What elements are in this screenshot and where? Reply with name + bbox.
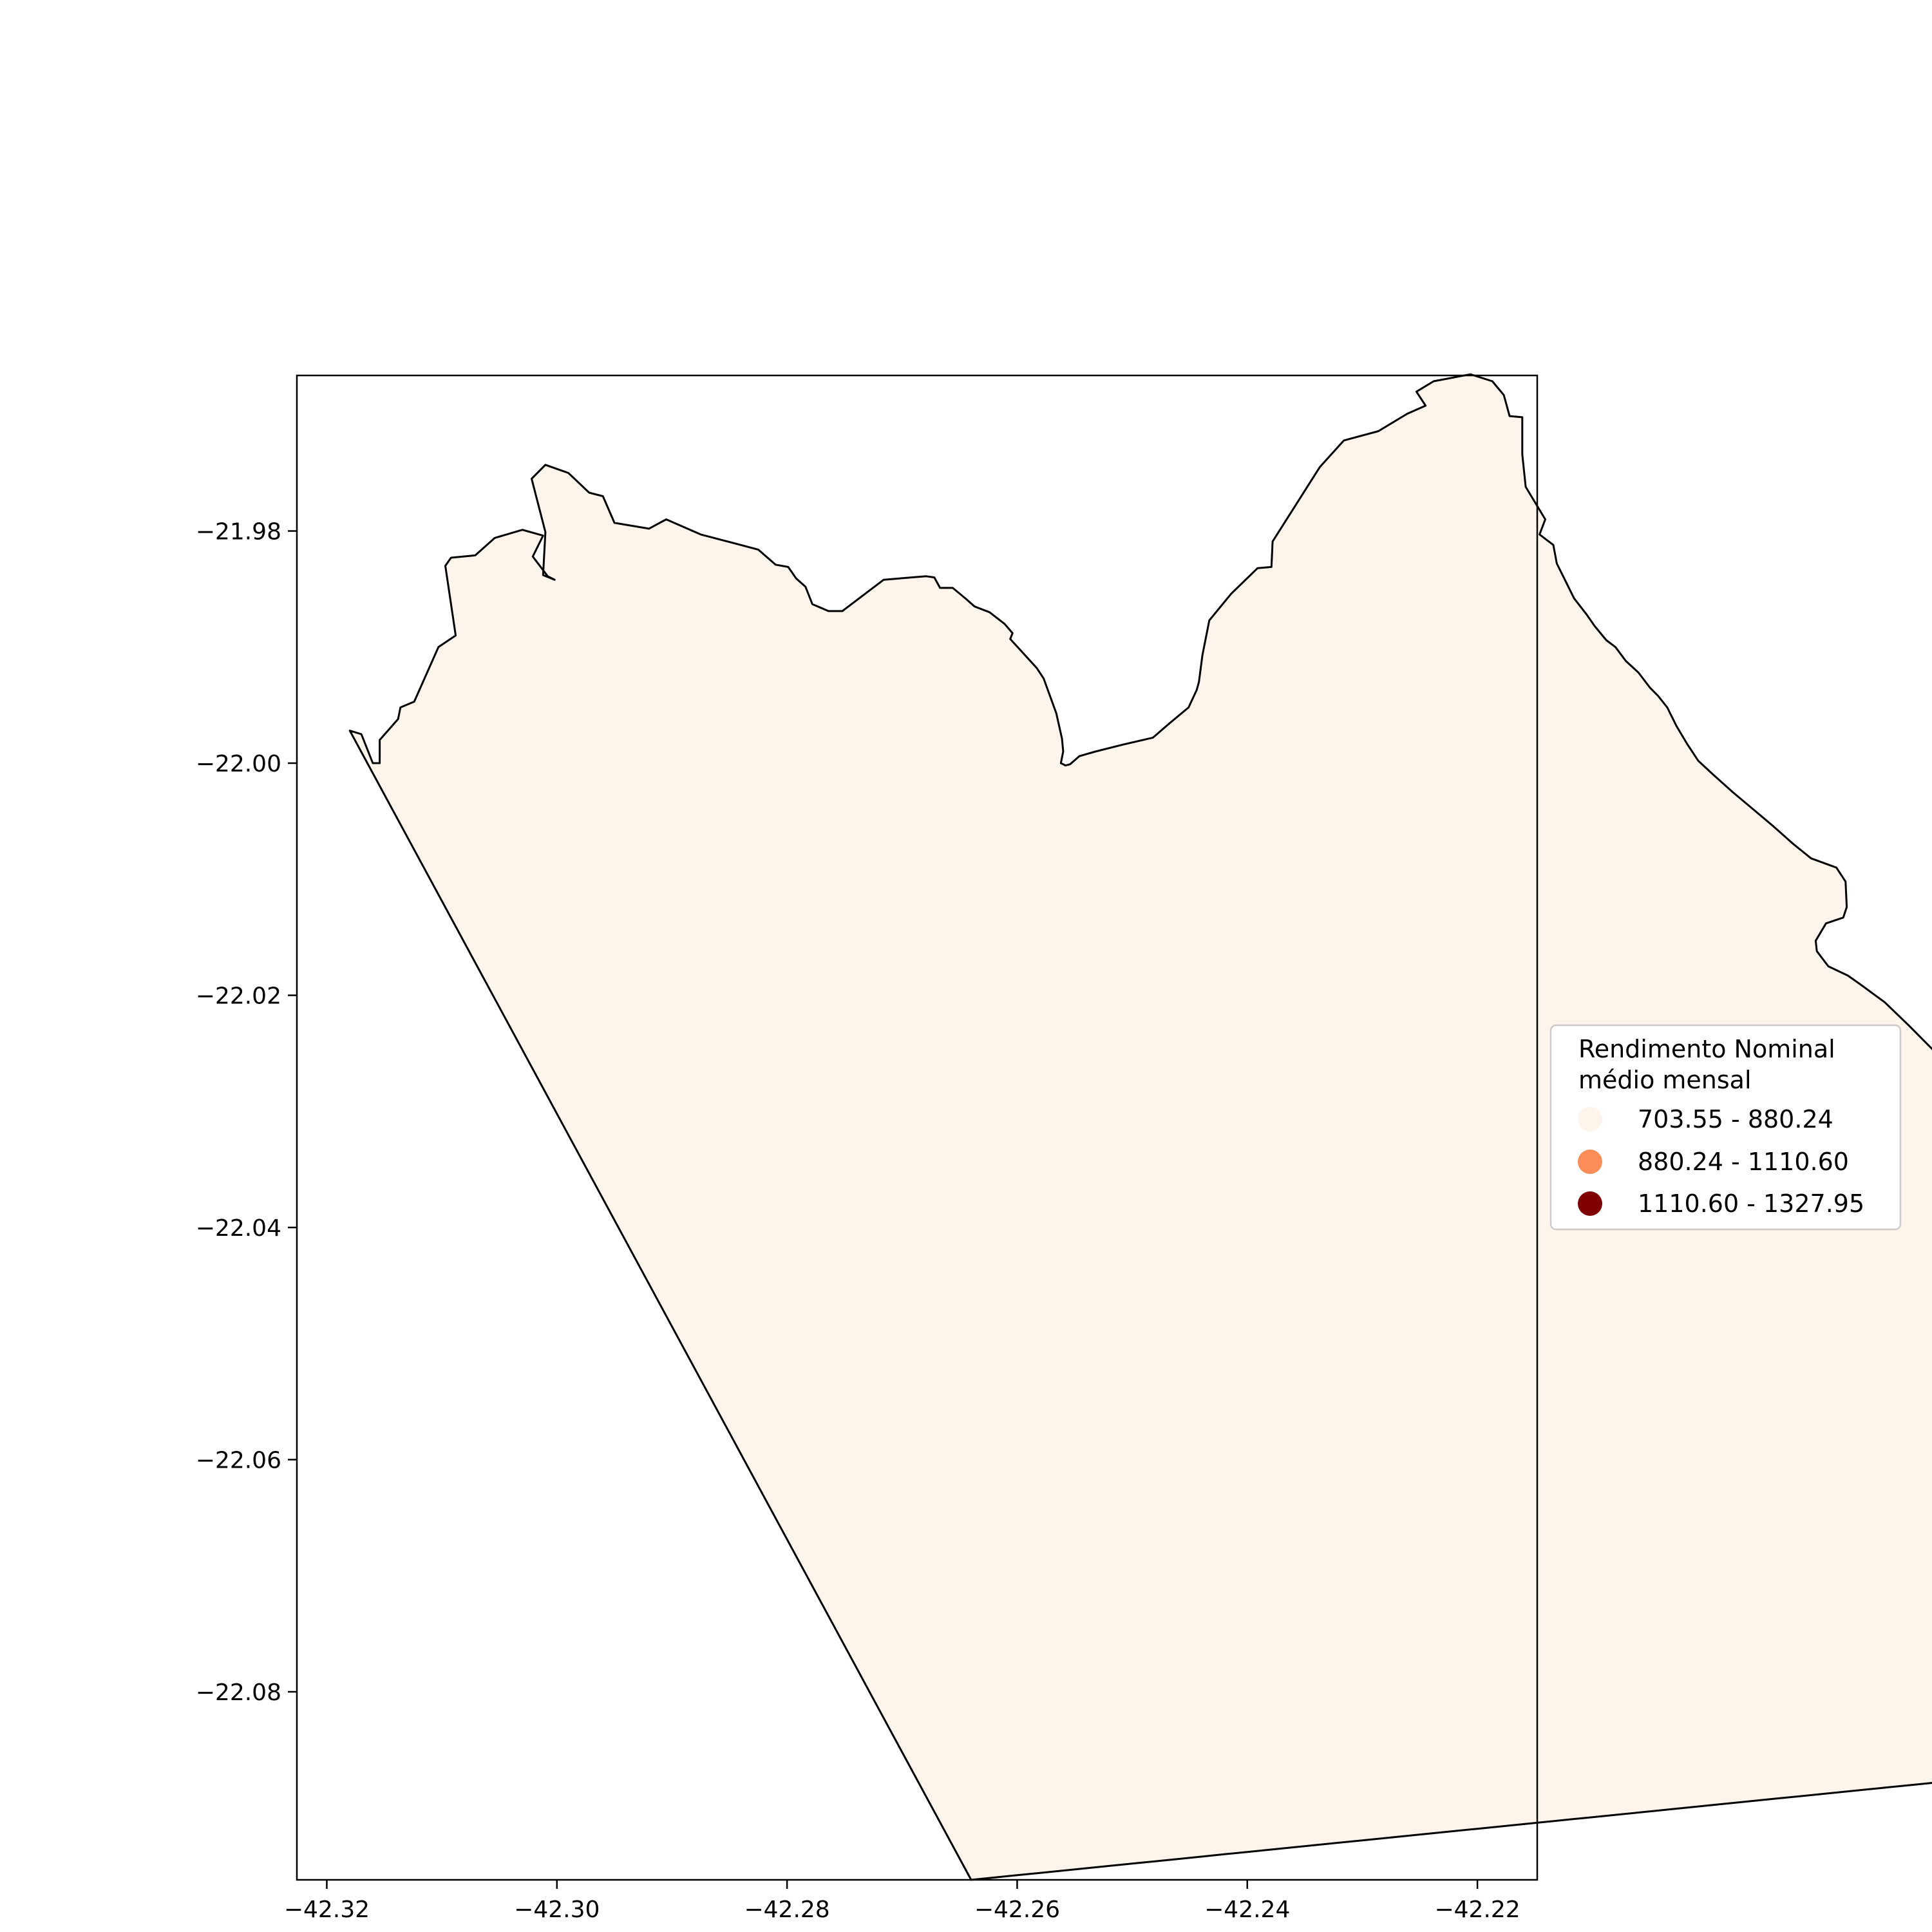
y-tick-label: −22.06: [196, 1448, 281, 1474]
legend: Rendimento Nominal médio mensal 703.55 -…: [1549, 1024, 1902, 1231]
x-tick-label: −42.24: [1204, 1897, 1290, 1923]
x-tick-label: −42.26: [974, 1897, 1060, 1923]
x-axis: −42.32 −42.30 −42.28 −42.26 −42.24 −42.22: [284, 1880, 1520, 1923]
legend-title-line-1: Rendimento Nominal: [1578, 1035, 1835, 1063]
legend-box: [1549, 1024, 1902, 1231]
y-tick-label: −22.00: [196, 751, 281, 777]
legend-swatch-class-3: [1578, 1191, 1602, 1216]
y-tick-label: −22.02: [196, 983, 281, 1010]
legend-swatch-class-2: [1578, 1150, 1602, 1174]
y-tick-label: −21.98: [196, 519, 281, 545]
x-tick-label: −42.22: [1434, 1897, 1520, 1923]
legend-label-class-2: 880.24 - 1110.60: [1638, 1148, 1849, 1176]
y-axis: −21.98 −22.00 −22.02 −22.04 −22.06 −22.08: [196, 519, 297, 1706]
legend-label-class-1: 703.55 - 880.24: [1638, 1105, 1833, 1133]
legend-label-class-3: 1110.60 - 1327.95: [1638, 1189, 1864, 1218]
y-tick-label: −22.08: [196, 1680, 281, 1706]
x-tick-label: −42.30: [514, 1897, 600, 1923]
legend-title-line-2: médio mensal: [1578, 1066, 1752, 1094]
x-tick-label: −42.28: [744, 1897, 829, 1923]
axes-frame: [296, 374, 1539, 1881]
legend-swatch-class-1: [1578, 1107, 1602, 1132]
x-tick-label: −42.32: [284, 1897, 370, 1923]
y-tick-label: −22.04: [196, 1215, 281, 1242]
